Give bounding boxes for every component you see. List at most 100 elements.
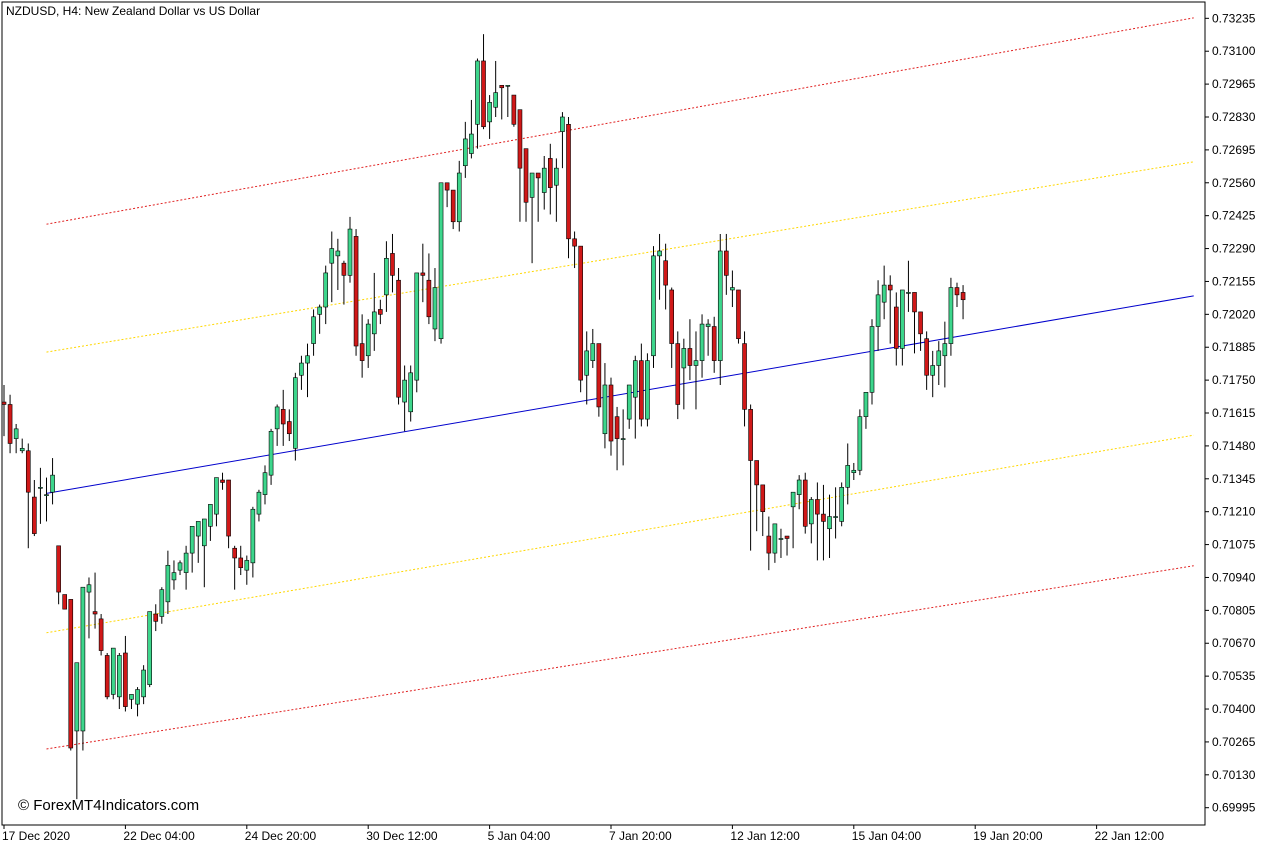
bullish-candle [626,384,632,420]
bullish-candle [699,323,705,361]
bullish-candle [408,372,413,413]
bearish-candle [511,94,517,125]
bearish-candle [815,499,820,515]
bearish-candle [1,401,7,405]
y-axis-tick-label: 0.72965 [1212,77,1256,91]
bearish-candle [62,594,68,610]
bullish-candle [778,538,784,540]
x-axis-tick-label: 17 Dec 2020 [2,829,70,843]
bullish-candle [881,284,887,303]
bearish-candle [912,292,917,313]
bullish-candle [195,521,201,537]
y-axis-tick-label: 0.72425 [1212,209,1256,223]
bullish-candle [208,504,213,527]
bearish-candle [687,348,693,366]
bullish-candle [38,487,43,489]
bearish-candle [56,545,61,593]
bearish-candle [238,557,244,569]
bullish-candle [681,348,687,369]
bullish-candle [117,655,122,698]
bullish-candle [475,60,480,125]
bullish-candle [402,379,407,403]
bullish-candle [135,689,140,705]
bullish-candle [317,306,322,315]
bullish-candle [74,662,80,732]
bearish-candle [426,279,432,318]
bullish-candle [505,85,511,87]
bullish-candle [13,428,19,439]
y-axis-tick-label: 0.71480 [1212,439,1256,453]
bearish-candle [98,618,104,651]
y-axis-tick-label: 0.69995 [1212,801,1256,815]
bullish-candle [529,172,535,198]
y-axis-tick-label: 0.71615 [1212,406,1256,420]
bullish-candle [274,406,280,430]
bullish-candle [796,479,802,495]
x-axis-tick-label: 19 Jan 20:00 [973,829,1043,843]
bearish-candle [390,253,395,276]
bullish-candle [384,258,389,296]
bullish-candle [851,469,857,474]
bullish-candle [110,647,116,695]
bullish-candle [183,552,189,573]
x-axis-tick-label: 7 Jan 20:00 [609,829,672,843]
y-axis-tick-label: 0.72290 [1212,242,1256,256]
bearish-candle [226,479,231,537]
bullish-candle [900,289,905,349]
bearish-candle [596,343,602,408]
bullish-candle [463,138,468,167]
bullish-candle [305,355,310,364]
bearish-candle [736,289,741,340]
bullish-candle [584,350,590,376]
bearish-candle [499,85,505,89]
y-axis-tick-label: 0.70535 [1212,669,1256,683]
bullish-candle [293,377,298,449]
y-axis-tick-label: 0.73100 [1212,44,1256,58]
bearish-candle [821,513,826,522]
bullish-candle [541,167,547,193]
bullish-candle [827,516,832,530]
bearish-candle [784,535,790,539]
bearish-candle [92,611,98,615]
bullish-candle [432,287,438,330]
bullish-candle [936,350,942,366]
bullish-candle [250,508,256,564]
bearish-candle [7,404,13,444]
chart-title: NZDUSD, H4: New Zealand Dollar vs US Dol… [6,4,261,18]
bullish-candle [268,430,274,476]
bearish-candle [724,250,729,276]
bullish-candle [80,586,86,732]
bullish-candle [299,362,304,376]
bearish-candle [450,189,456,223]
y-axis-tick-label: 0.70805 [1212,603,1256,617]
bullish-candle [456,172,462,223]
bearish-candle [893,306,899,349]
bearish-candle [766,535,772,554]
bearish-candle [675,343,681,405]
x-axis-tick-label: 22 Jan 12:00 [1095,829,1165,843]
y-axis-tick-label: 0.71345 [1212,472,1256,486]
bullish-candle [311,316,316,344]
bearish-candle [669,289,675,344]
bullish-candle [948,287,954,344]
bullish-candle [414,272,420,381]
bearish-candle [341,262,347,276]
bullish-candle [590,343,596,361]
y-axis-tick-label: 0.73235 [1212,11,1256,25]
bullish-candle [869,326,875,393]
bullish-candle [256,491,262,515]
bullish-candle [693,360,699,366]
x-axis-tick-label: 12 Jan 12:00 [730,829,800,843]
y-axis-tick-label: 0.70400 [1212,702,1256,716]
bullish-candle [657,250,662,257]
bullish-candle [202,518,207,547]
bearish-candle [353,236,359,347]
bullish-candle [141,669,146,698]
bearish-candle [396,279,401,398]
y-axis-tick-label: 0.71885 [1212,340,1256,354]
bullish-candle [632,360,638,398]
bullish-candle [554,167,559,186]
y-axis-tick-label: 0.70265 [1212,735,1256,749]
